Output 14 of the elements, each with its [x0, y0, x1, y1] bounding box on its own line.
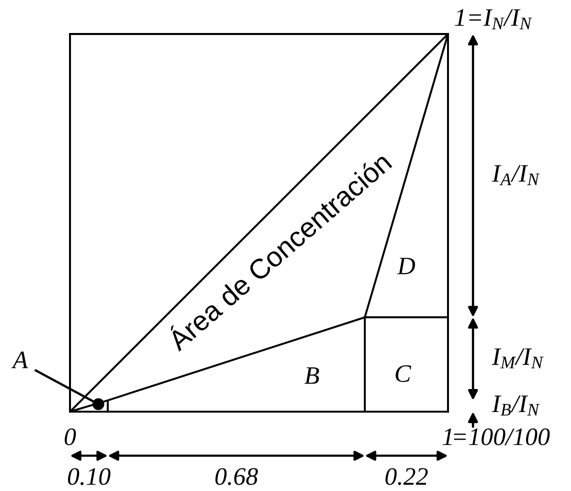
text: 0.22 [386, 468, 428, 486]
annotation: B [304, 367, 320, 384]
x-tick-label: 1 [442, 428, 452, 446]
annotation: 1=I$_{N}$/I$_{N}$ [454, 9, 532, 30]
text: =100/100 [454, 428, 550, 446]
annotation: D [397, 258, 416, 274]
text: 0.68 [215, 468, 258, 486]
text: I$_{B}$/I$_{N}$ [492, 396, 540, 416]
text: I$_{M}$/I$_{N}$ [492, 348, 544, 368]
text: 0.10 [68, 468, 110, 486]
text: I$_{A}$/I$_{N}$ [492, 165, 540, 186]
x-tick-label: 0 [64, 428, 76, 446]
annotation: A [11, 352, 28, 368]
annotation: C [396, 365, 412, 382]
